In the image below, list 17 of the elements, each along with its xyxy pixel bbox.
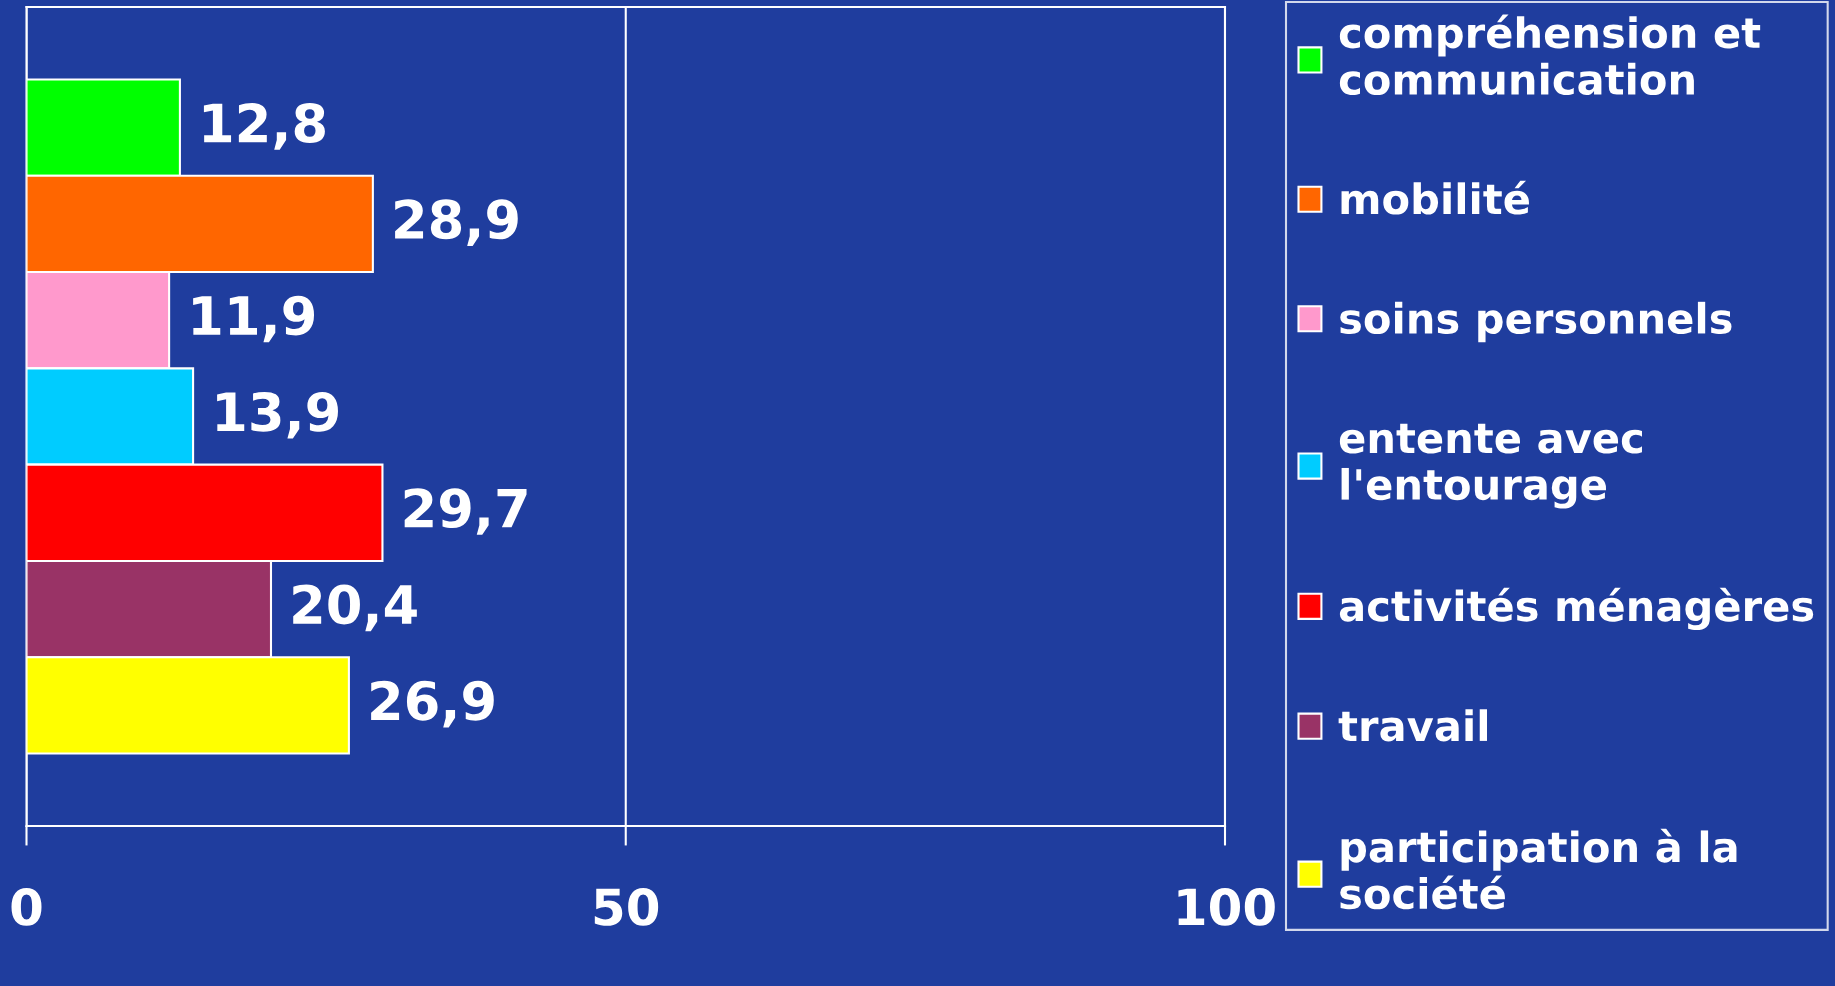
- legend-label: entente avec l'entourage: [1339, 423, 1642, 509]
- data-label: 20,4: [293, 584, 417, 632]
- data-label: 11,9: [193, 295, 315, 343]
- x-tick-label: 50: [594, 887, 659, 926]
- legend-label: travail: [1338, 709, 1488, 742]
- data-label: 13,9: [217, 391, 338, 439]
- data-label: 26,9: [371, 680, 494, 728]
- legend-label: soins personnels: [1340, 301, 1732, 343]
- legend-label: compréhension et communication: [1339, 14, 1761, 96]
- data-label: 12,8: [203, 103, 325, 150]
- data-label: 28,9: [395, 199, 518, 246]
- data-label: 29,7: [404, 488, 527, 535]
- legend-label: mobilité: [1341, 180, 1529, 215]
- legend-label: participation à la société: [1340, 828, 1737, 910]
- x-tick-label: 100: [1178, 887, 1275, 926]
- x-tick-label: 0: [11, 887, 42, 926]
- legend-label: activités ménagères: [1339, 587, 1814, 631]
